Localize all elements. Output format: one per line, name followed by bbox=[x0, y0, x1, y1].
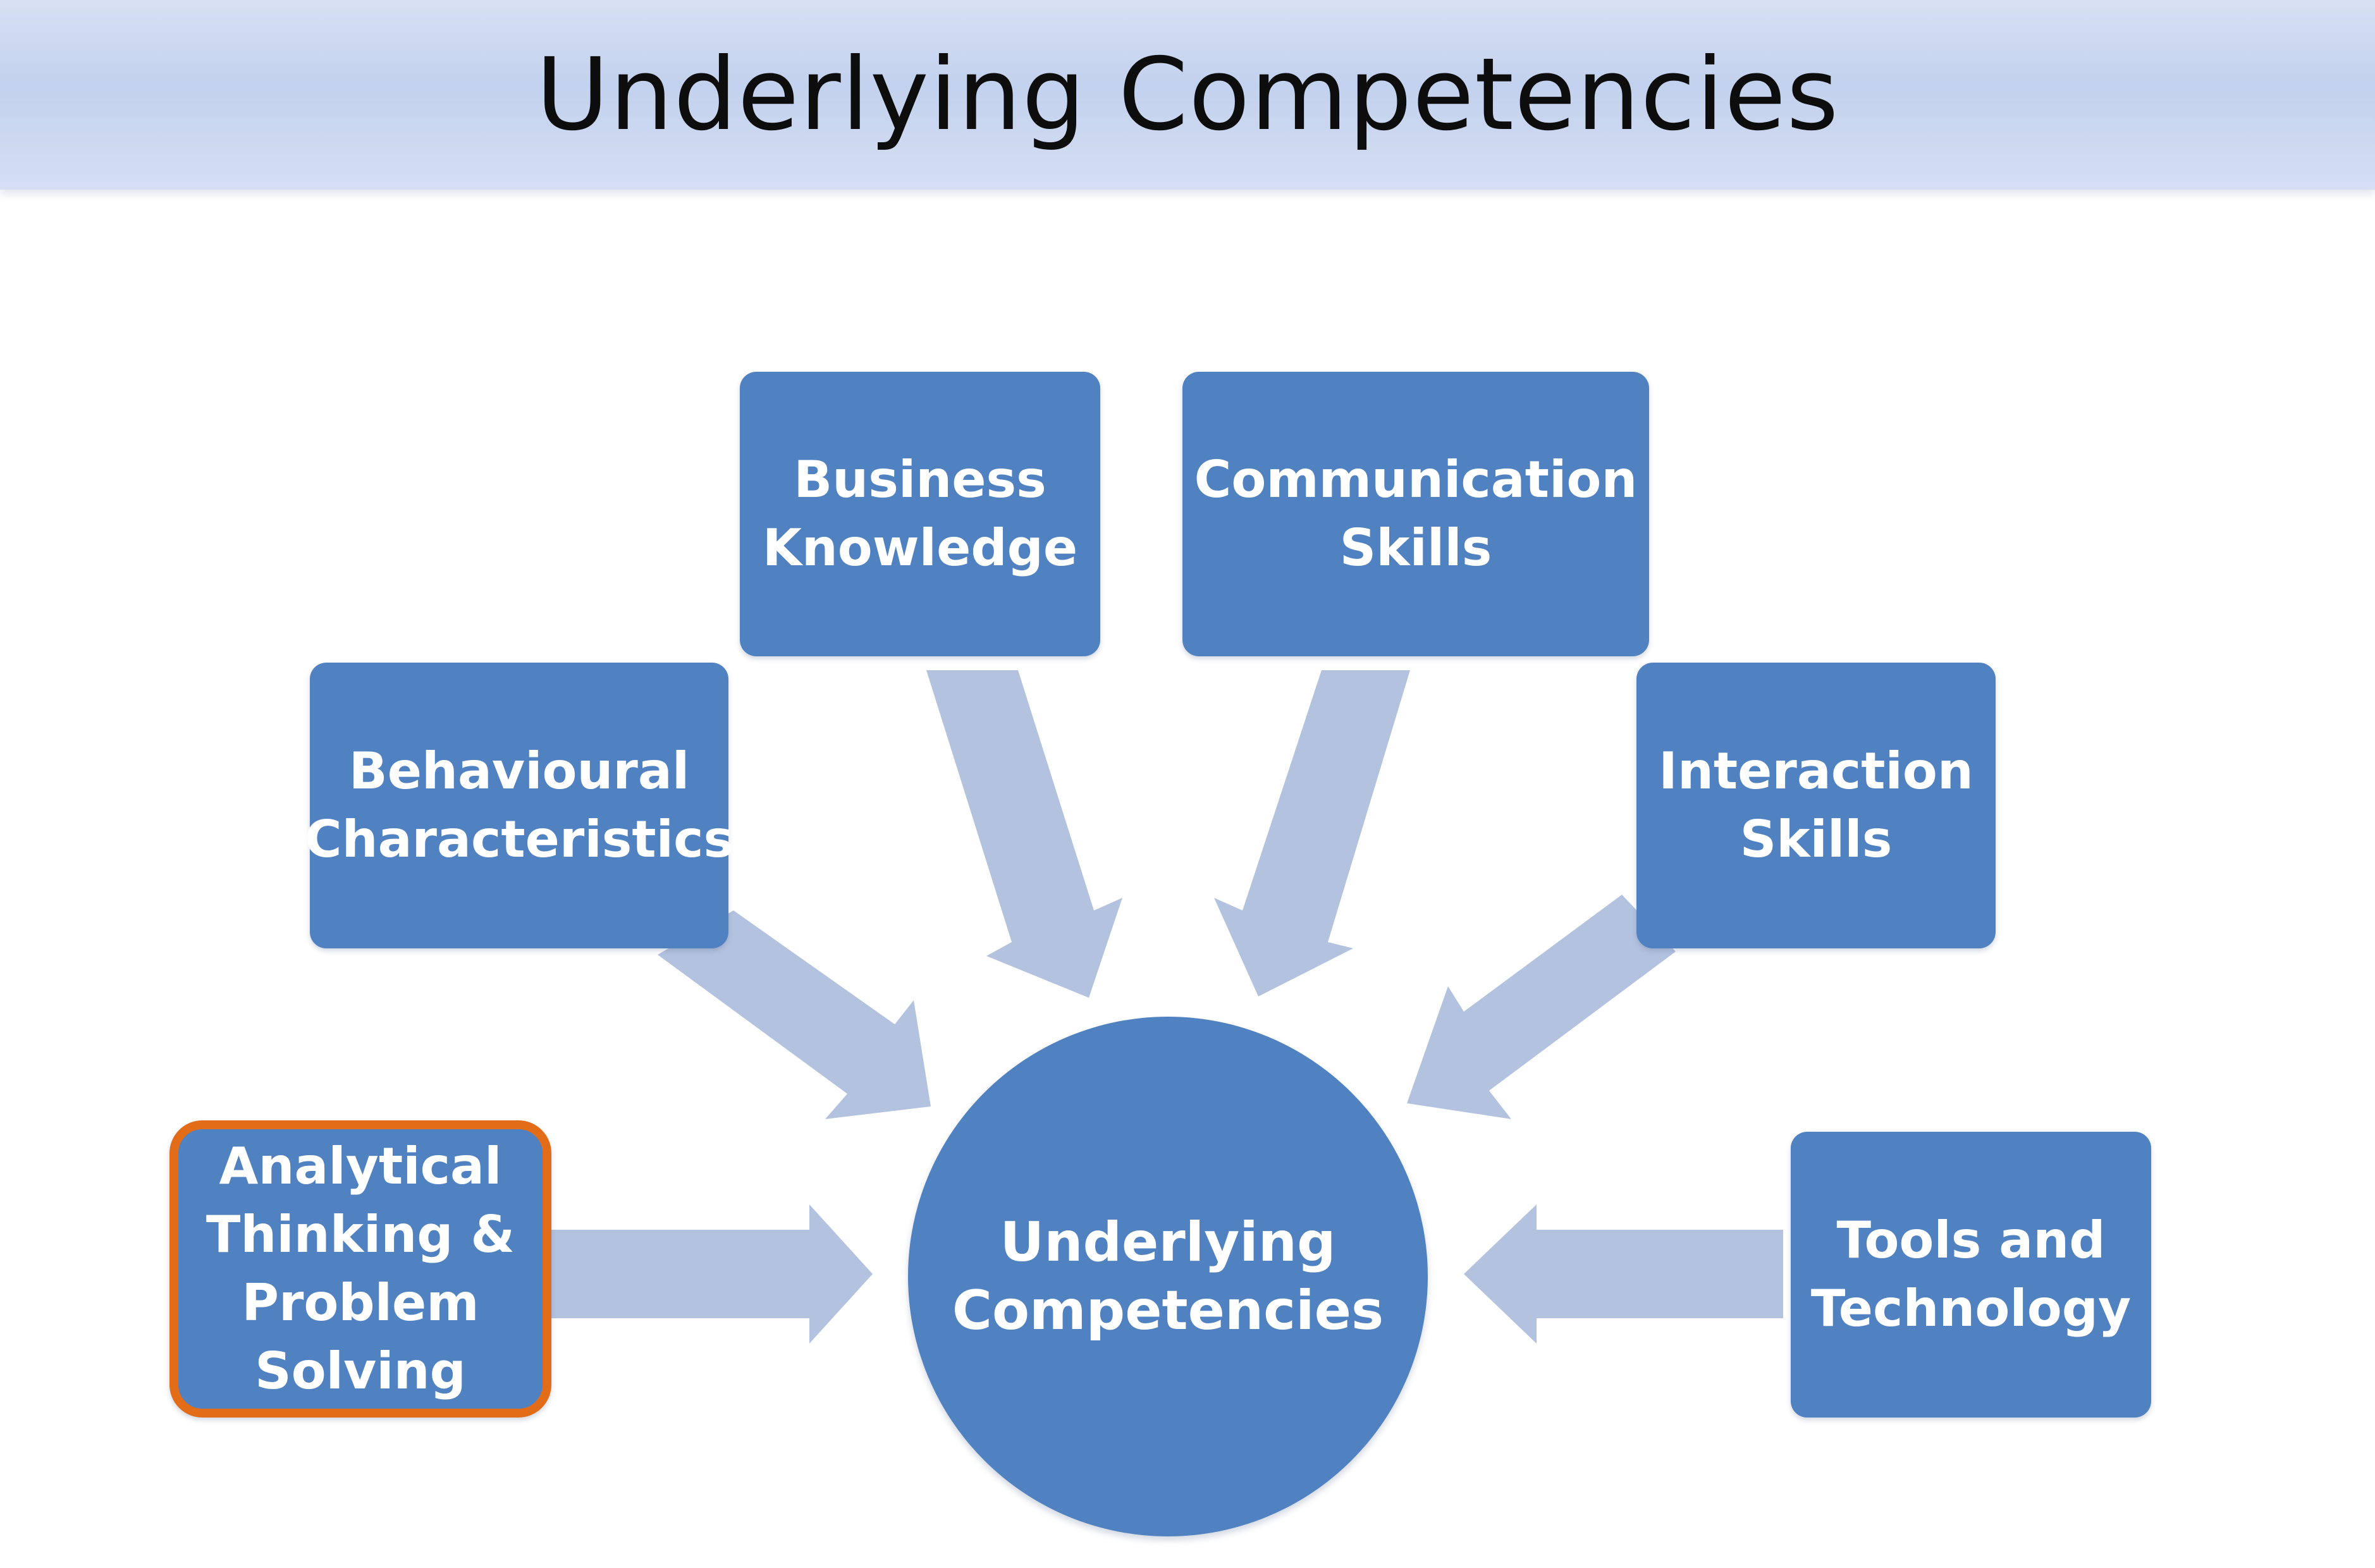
node-label: Tools and Technology bbox=[1810, 1211, 2132, 1338]
title-bar: Underlying Competencies bbox=[0, 0, 2375, 190]
node-analytical-thinking[interactable]: Analytical Thinking & Problem Solving bbox=[169, 1120, 551, 1418]
node-communication-skills[interactable]: Communication Skills bbox=[1182, 372, 1649, 656]
arrow-behavioural-characteristics bbox=[658, 910, 931, 1119]
arrow-analytical-thinking bbox=[550, 1204, 873, 1344]
arrow-business-knowledge bbox=[926, 670, 1122, 998]
node-label: Communication Skills bbox=[1194, 450, 1638, 577]
node-interaction-skills[interactable]: Interaction Skills bbox=[1636, 663, 1996, 948]
node-label: Behavioural Characteristics bbox=[304, 742, 734, 869]
node-business-knowledge[interactable]: Business Knowledge bbox=[740, 372, 1100, 656]
arrow-communication-skills bbox=[1214, 670, 1410, 996]
node-label: Interaction Skills bbox=[1659, 742, 1973, 869]
arrow-tools-and-technology bbox=[1464, 1204, 1783, 1344]
node-label: Business Knowledge bbox=[762, 450, 1078, 577]
node-label: Analytical Thinking & Problem Solving bbox=[206, 1137, 515, 1400]
arrow-interaction-skills bbox=[1407, 895, 1676, 1119]
node-behavioural-characteristics[interactable]: Behavioural Characteristics bbox=[305, 663, 733, 948]
node-tools-and-technology[interactable]: Tools and Technology bbox=[1791, 1132, 2151, 1418]
center-underlying-competencies[interactable]: Underlying Competencies bbox=[908, 1017, 1428, 1536]
center-label: Underlying Competencies bbox=[952, 1211, 1384, 1342]
page-title: Underlying Competencies bbox=[536, 37, 1839, 153]
